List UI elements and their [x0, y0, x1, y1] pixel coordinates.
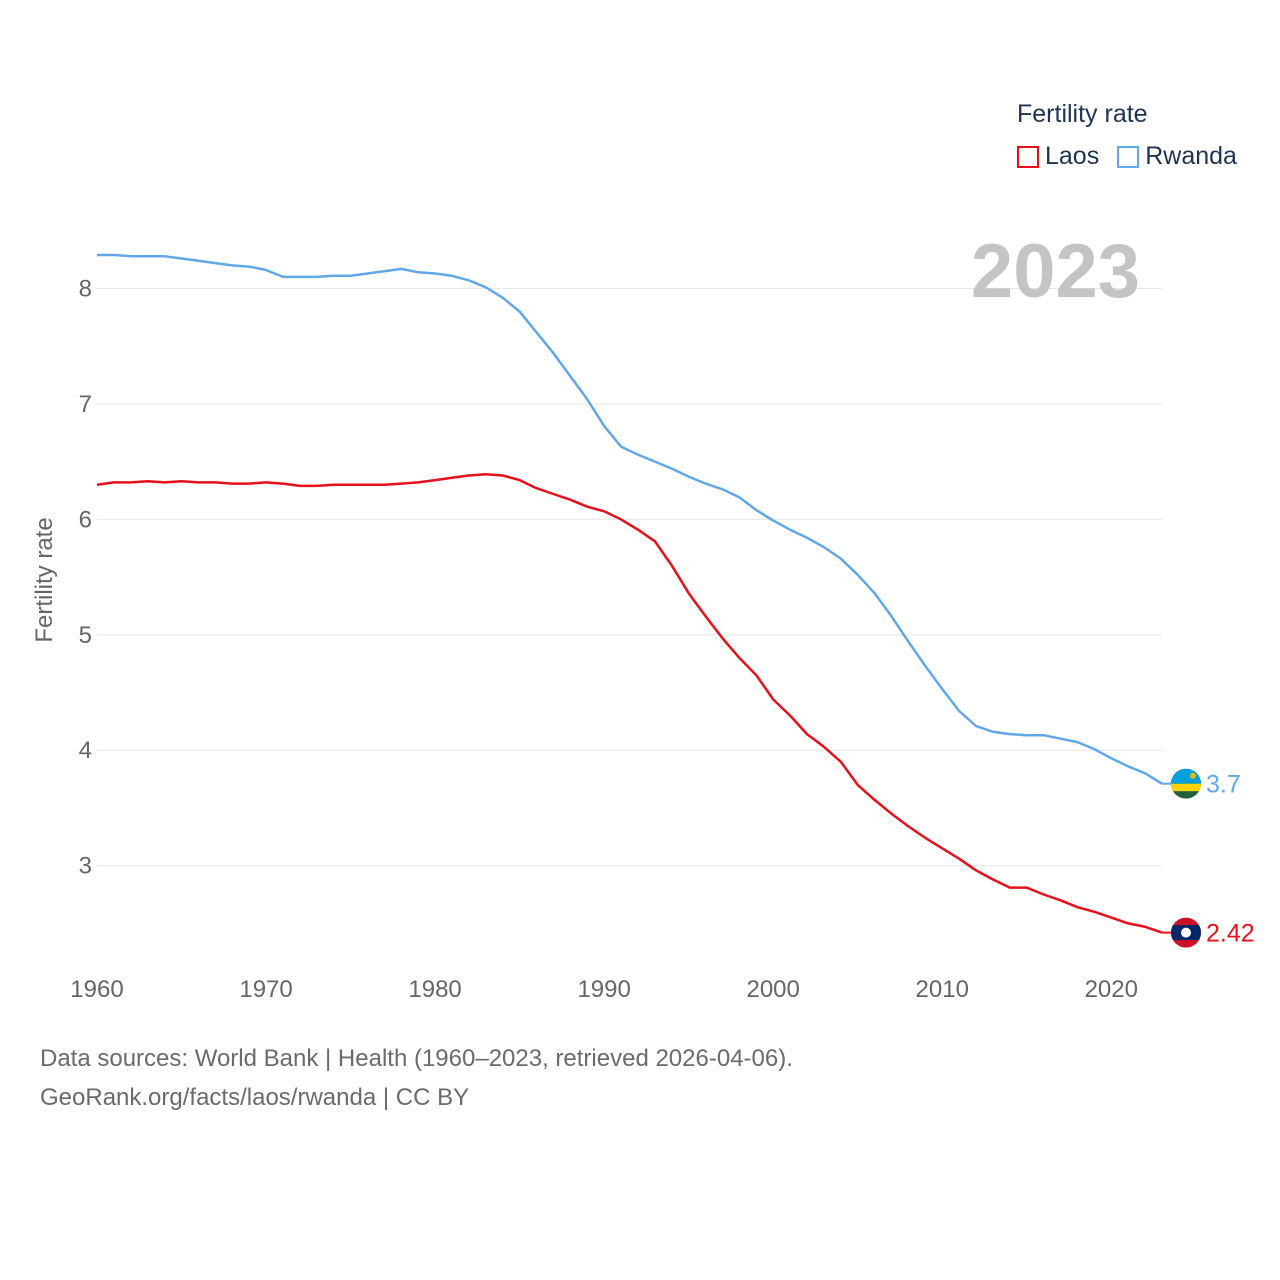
- legend-title: Fertility rate: [1017, 100, 1148, 128]
- current-year-label: 2023: [970, 229, 1140, 314]
- x-axis-ticks: 1960 1970 1980 1990 2000 2010 2020: [70, 976, 1138, 1003]
- x-tick-label: 2010: [916, 976, 969, 1003]
- x-tick-label: 2020: [1085, 976, 1138, 1003]
- end-value-label-laos: 2.42: [1206, 920, 1255, 948]
- end-markers: 2.42 3.7: [1162, 768, 1255, 948]
- x-tick-label: 1970: [239, 976, 292, 1003]
- y-tick-label: 7: [79, 391, 92, 418]
- x-tick-label: 1960: [70, 976, 123, 1003]
- y-tick-label: 3: [79, 853, 92, 880]
- laos-flag-icon: [1171, 917, 1201, 948]
- x-tick-label: 1990: [577, 976, 630, 1003]
- x-tick-label: 1980: [408, 976, 461, 1003]
- end-value-label-rwanda: 3.7: [1206, 771, 1241, 799]
- legend-label-laos: Laos: [1045, 142, 1100, 170]
- series-line-rwanda[interactable]: [97, 253, 1163, 785]
- grid-lines: [97, 287, 1162, 867]
- x-tick-label: 2000: [746, 976, 799, 1003]
- y-tick-label: 8: [79, 275, 92, 302]
- legend-swatch-rwanda: [1117, 145, 1140, 168]
- rwanda-flag-icon: [1171, 768, 1201, 799]
- footer-sources: Data sources: World Bank | Health (1960–…: [40, 1045, 793, 1072]
- legend-label-rwanda: Rwanda: [1145, 142, 1237, 170]
- y-tick-label: 4: [79, 737, 92, 764]
- legend: Laos Rwanda: [1017, 142, 1255, 171]
- legend-item-rwanda[interactable]: Rwanda: [1117, 142, 1237, 171]
- footer-credit[interactable]: GeoRank.org/facts/laos/rwanda | CC BY: [40, 1084, 470, 1111]
- series-lines: [96, 253, 1163, 934]
- y-tick-label: 6: [79, 506, 92, 533]
- y-axis-ticks: 3 4 5 6 7 8: [79, 275, 92, 879]
- series-line-laos[interactable]: [96, 473, 1163, 934]
- legend-swatch-laos: [1017, 145, 1039, 168]
- legend-item-laos[interactable]: Laos: [1017, 142, 1099, 171]
- y-tick-label: 5: [79, 622, 92, 649]
- y-axis-label: Fertility rate: [31, 517, 58, 642]
